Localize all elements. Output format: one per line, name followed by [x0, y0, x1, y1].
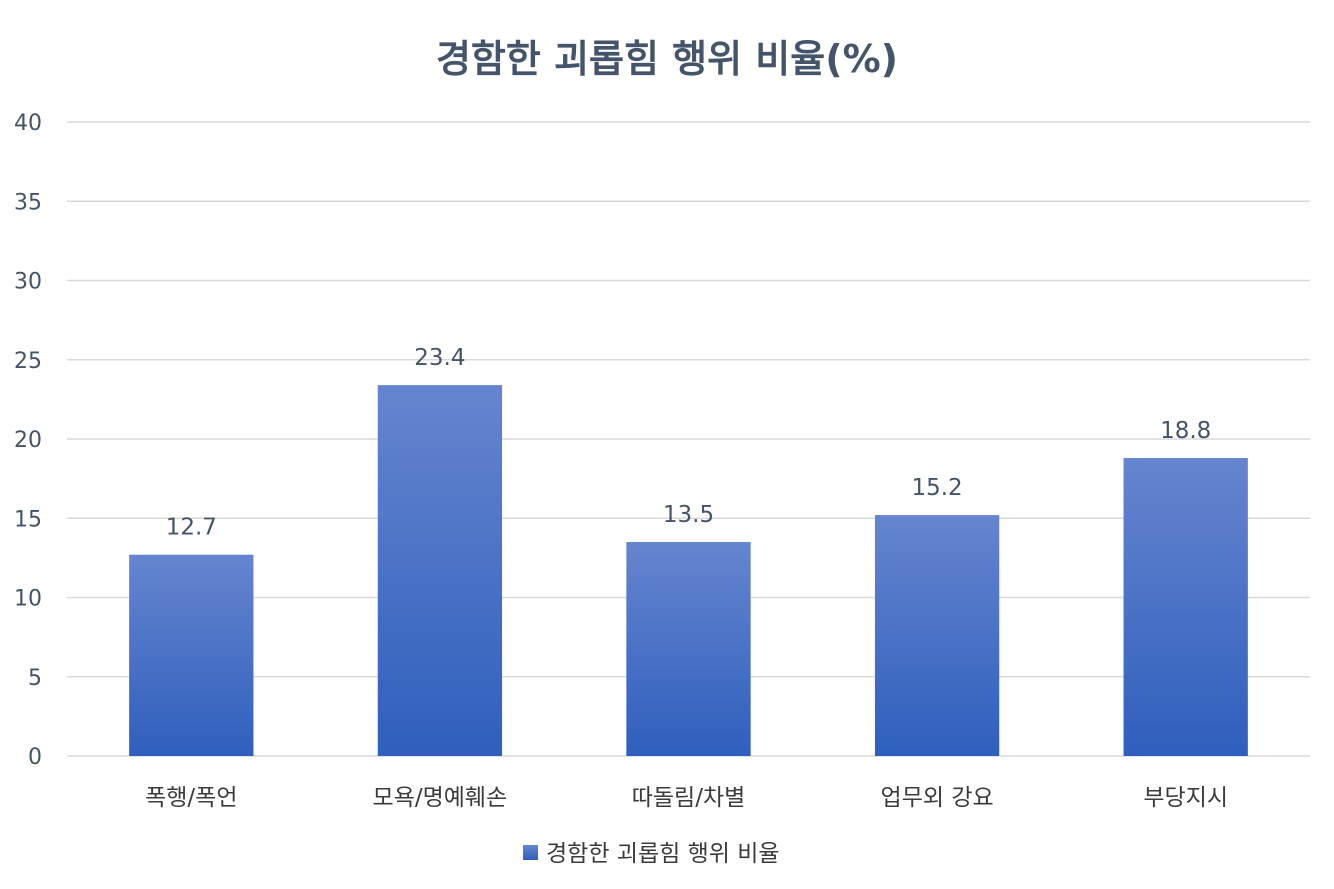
- y-axis-ticks: 0 5 10 15 20 25 30 35 40: [14, 111, 42, 770]
- legend: 경함한 괴롭힘 행위 비율: [523, 841, 780, 867]
- y-tick-label: 40: [14, 111, 42, 136]
- x-tick-label: 모욕/명예훼손: [373, 785, 508, 811]
- x-axis-ticks: 폭행/폭언 모욕/명예훼손 따돌림/차별 업무외 강요 부당지시: [145, 785, 1228, 811]
- y-tick-label: 10: [14, 587, 42, 612]
- data-label: 15.2: [911, 475, 962, 501]
- data-label: 23.4: [414, 345, 465, 371]
- data-labels: 12.7 23.4 13.5 15.2 18.8: [166, 345, 1212, 541]
- bars: [129, 385, 1248, 756]
- x-tick-label: 폭행/폭언: [145, 785, 237, 811]
- y-tick-label: 15: [14, 507, 42, 532]
- y-tick-label: 0: [28, 745, 42, 770]
- data-label: 18.8: [1160, 418, 1211, 444]
- bar: [626, 542, 751, 756]
- bar: [377, 385, 503, 756]
- y-tick-label: 25: [14, 349, 42, 374]
- legend-label: 경함한 괴롭힘 행위 비율: [546, 841, 780, 867]
- y-tick-label: 35: [14, 190, 42, 215]
- chart-title: 경함한 괴롭힘 행위 비율(%): [436, 37, 898, 81]
- gridlines: [67, 121, 1310, 757]
- bar: [129, 554, 254, 756]
- bar: [1123, 458, 1248, 756]
- y-tick-label: 5: [28, 666, 42, 691]
- y-tick-label: 20: [14, 428, 42, 453]
- data-label: 13.5: [663, 502, 714, 528]
- x-tick-label: 부당지시: [1143, 785, 1228, 811]
- legend-swatch: [523, 845, 538, 860]
- data-label: 12.7: [166, 515, 217, 541]
- x-tick-label: 따돌림/차별: [632, 785, 746, 811]
- bar: [874, 515, 1000, 756]
- y-tick-label: 30: [14, 270, 42, 295]
- x-tick-label: 업무외 강요: [881, 785, 994, 811]
